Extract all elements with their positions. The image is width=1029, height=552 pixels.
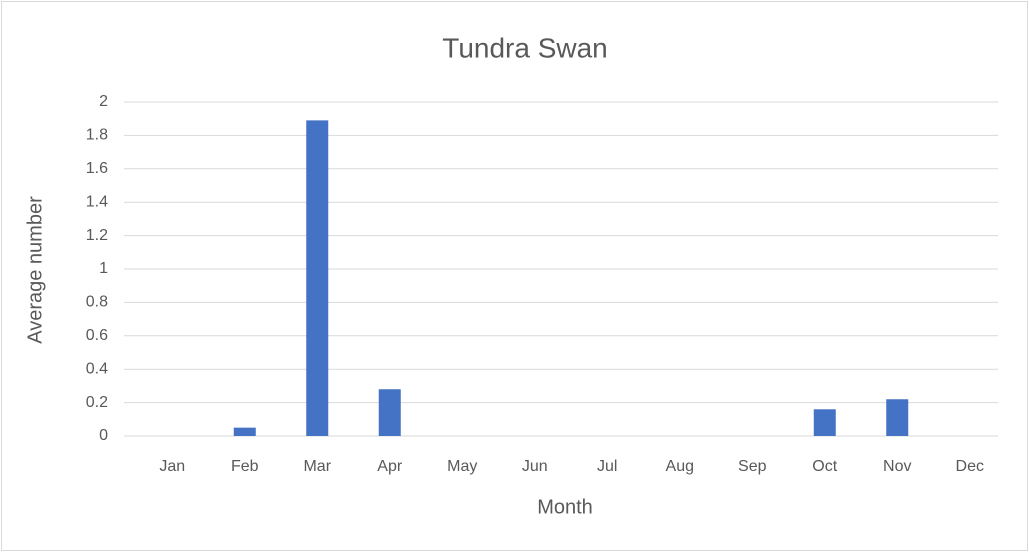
bar xyxy=(306,120,329,437)
x-tick-label: Aug xyxy=(666,458,694,475)
x-tick-label: Oct xyxy=(812,458,837,475)
x-tick-label: Jan xyxy=(159,458,185,475)
x-tick-label: Jul xyxy=(597,458,617,475)
x-tick-label: May xyxy=(447,458,477,475)
y-tick-label: 0.2 xyxy=(86,394,108,411)
x-axis-label: Month xyxy=(537,496,593,518)
y-tick-label: 1.2 xyxy=(86,227,108,244)
y-tick-label: 0.6 xyxy=(86,327,108,344)
y-axis-label: Average number xyxy=(24,196,46,344)
bar xyxy=(378,389,401,436)
y-tick-label: 1 xyxy=(99,260,108,277)
x-tick-label: Apr xyxy=(377,458,403,475)
x-tick-label: Sep xyxy=(738,458,767,475)
bar xyxy=(886,399,909,436)
y-tick-label: 0 xyxy=(99,427,108,444)
x-tick-label: Dec xyxy=(956,458,984,475)
x-tick-label: Mar xyxy=(303,458,331,475)
y-tick-label: 1.4 xyxy=(86,193,108,210)
x-tick-label: Jun xyxy=(522,458,548,475)
x-tick-label: Feb xyxy=(231,458,259,475)
bar xyxy=(813,409,836,436)
x-tick-label: Nov xyxy=(883,458,911,475)
bar xyxy=(233,427,256,436)
y-tick-label: 0.4 xyxy=(86,360,108,377)
y-tick-label: 0.8 xyxy=(86,294,108,311)
chart-title: Tundra Swan xyxy=(442,32,608,63)
y-tick-label: 1.8 xyxy=(86,127,108,144)
y-tick-label: 2 xyxy=(99,93,108,110)
y-tick-label: 1.6 xyxy=(86,160,108,177)
